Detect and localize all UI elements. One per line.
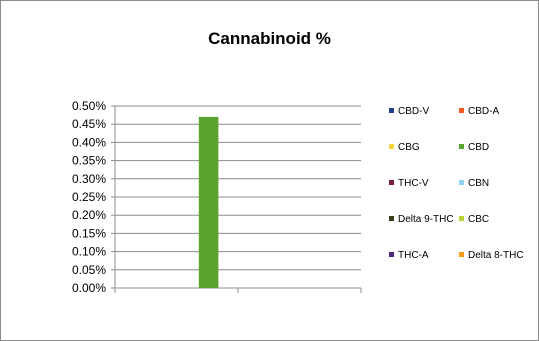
legend-item: CBD [459, 142, 489, 153]
legend-swatch [459, 180, 464, 185]
legend-item: CBC [459, 214, 489, 225]
legend-swatch [459, 108, 464, 113]
legend-item: Delta 9-THC [389, 214, 454, 225]
axes [111, 105, 362, 293]
legend-item: CBG [389, 142, 420, 153]
legend-label: CBG [398, 142, 420, 153]
bars [198, 116, 219, 289]
legend-label: CBN [468, 178, 490, 189]
legend-swatch [459, 216, 464, 221]
y-tick-label: 0.40% [72, 135, 106, 149]
legend-label: CBD-A [468, 106, 500, 117]
y-tick-label: 0.30% [72, 172, 106, 186]
legend-item: THC-A [389, 250, 429, 261]
y-tick-label: 0.10% [72, 245, 106, 259]
y-tick-label: 0.45% [72, 117, 106, 131]
y-tick-label: 0.00% [72, 281, 106, 295]
legend-item: CBD-V [389, 106, 429, 117]
legend-label: THC-A [398, 250, 429, 261]
legend-item: THC-V [389, 178, 429, 189]
y-tick-label: 0.15% [72, 226, 106, 240]
legend-item: CBD-A [459, 106, 499, 117]
legend-label: Delta 9-THC [398, 214, 454, 225]
y-tick-labels: 0.50% 0.45% 0.40% 0.35% 0.30% 0.25% 0.20% 0.15%… [72, 99, 106, 295]
chart-title: Cannabinoid % [208, 29, 331, 48]
legend-swatch [389, 108, 394, 113]
legend-item: Delta 8-THC [459, 250, 524, 261]
y-tick-label: 0.25% [72, 190, 106, 204]
legend-label: CBD [468, 142, 490, 153]
y-tick-label: 0.50% [72, 99, 106, 113]
y-tick-label: 0.35% [72, 154, 106, 168]
legend-label: THC-V [398, 178, 429, 189]
legend-swatch [389, 252, 394, 257]
legend-item: CBN [459, 178, 489, 189]
legend-label: CBD-V [398, 106, 430, 117]
legend-label: Delta 8-THC [468, 250, 524, 261]
legend-swatch [389, 216, 394, 221]
legend-swatch [389, 180, 394, 185]
legend-swatch [389, 144, 394, 149]
legend-label: CBC [468, 214, 490, 225]
legend-swatch [459, 144, 464, 149]
bar-cbd [198, 116, 219, 289]
y-tick-label: 0.20% [72, 208, 106, 222]
legend-swatch [459, 252, 464, 257]
y-tick-label: 0.05% [72, 263, 106, 277]
